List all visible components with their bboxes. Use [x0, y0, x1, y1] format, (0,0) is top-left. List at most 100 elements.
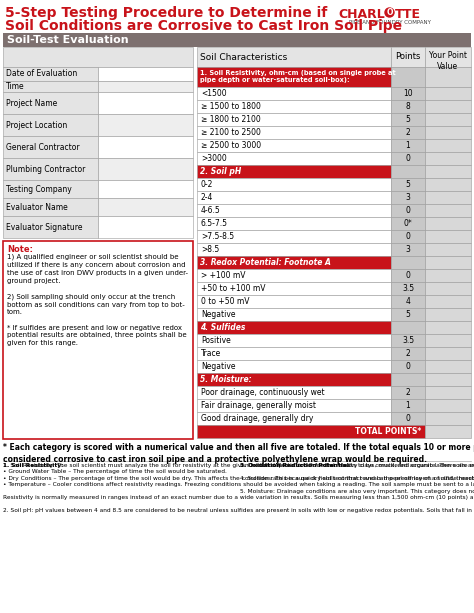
Text: 0*: 0* — [404, 219, 412, 228]
Bar — [197, 373, 391, 386]
Bar — [425, 204, 471, 217]
Text: 2: 2 — [406, 128, 410, 137]
Bar — [425, 321, 471, 334]
Bar — [3, 180, 98, 198]
Bar — [98, 216, 193, 238]
Bar — [425, 178, 471, 191]
Text: Positive: Positive — [201, 336, 231, 345]
Bar — [391, 87, 425, 100]
Bar — [391, 152, 425, 165]
Bar — [425, 191, 471, 204]
Bar — [197, 204, 391, 217]
Bar — [425, 165, 471, 178]
Bar — [197, 126, 391, 139]
Bar — [98, 136, 193, 158]
Text: >3000: >3000 — [201, 154, 227, 163]
Bar — [425, 269, 471, 282]
Bar — [197, 152, 391, 165]
Bar — [391, 347, 425, 360]
Bar — [425, 347, 471, 360]
Text: ≥ 2500 to 3000: ≥ 2500 to 3000 — [201, 141, 261, 150]
Bar — [425, 100, 471, 113]
Text: Project Location: Project Location — [6, 121, 67, 129]
Bar — [197, 191, 391, 204]
Bar — [391, 295, 425, 308]
Circle shape — [385, 8, 394, 17]
Bar — [197, 47, 391, 67]
Bar — [425, 360, 471, 373]
Bar — [391, 217, 425, 230]
Bar — [391, 373, 425, 386]
Text: 3. Redox Potential: Footnote A: 3. Redox Potential: Footnote A — [200, 258, 331, 267]
Text: >8.5: >8.5 — [201, 245, 219, 254]
Text: pipe depth or water-saturated soil-box):: pipe depth or water-saturated soil-box): — [200, 77, 350, 83]
Bar — [3, 198, 98, 216]
Bar — [425, 217, 471, 230]
Bar — [425, 152, 471, 165]
Text: 5-Step Testing Procedure to Determine if: 5-Step Testing Procedure to Determine if — [5, 6, 327, 20]
Bar — [391, 308, 425, 321]
Text: ≥ 1800 to 2100: ≥ 1800 to 2100 — [201, 115, 261, 124]
Bar — [3, 216, 98, 238]
Bar — [391, 399, 425, 412]
Bar — [98, 92, 193, 114]
Bar — [391, 178, 425, 191]
Text: Good drainage, generally dry: Good drainage, generally dry — [201, 414, 313, 423]
Text: Note:: Note: — [7, 245, 33, 254]
Bar — [391, 139, 425, 152]
Text: 8: 8 — [406, 102, 410, 111]
Text: 2: 2 — [406, 349, 410, 358]
Bar — [3, 92, 98, 114]
Bar — [425, 334, 471, 347]
Bar — [425, 399, 471, 412]
Text: 5: 5 — [406, 115, 410, 124]
Bar — [197, 243, 391, 256]
Bar — [391, 165, 425, 178]
Text: 2-4: 2-4 — [201, 193, 213, 202]
Text: 4: 4 — [406, 297, 410, 306]
Bar — [391, 126, 425, 139]
Text: Points: Points — [395, 52, 421, 61]
Bar — [197, 321, 391, 334]
Bar — [3, 81, 98, 92]
Text: * Each category is scored with a numerical value and then all five are totaled. : * Each category is scored with a numeric… — [3, 443, 474, 464]
Bar — [3, 47, 193, 67]
Text: Time: Time — [6, 82, 25, 91]
Bar — [197, 334, 391, 347]
Bar — [391, 67, 425, 87]
Text: > +100 mV: > +100 mV — [201, 271, 246, 280]
Text: CHARL: CHARL — [338, 8, 385, 21]
Bar — [391, 243, 425, 256]
Text: Evaluator Name: Evaluator Name — [6, 202, 68, 211]
Bar — [98, 158, 193, 180]
Text: 0: 0 — [406, 414, 410, 423]
Text: 1: 1 — [406, 401, 410, 410]
Text: TOTAL POINTS*: TOTAL POINTS* — [355, 427, 421, 436]
Bar — [391, 269, 425, 282]
Bar — [391, 191, 425, 204]
Bar — [197, 269, 391, 282]
Bar — [197, 308, 391, 321]
Bar — [197, 282, 391, 295]
Text: 0 to +50 mV: 0 to +50 mV — [201, 297, 249, 306]
Bar — [98, 198, 193, 216]
Text: >7.5-8.5: >7.5-8.5 — [201, 232, 234, 241]
Text: Project Name: Project Name — [6, 99, 57, 107]
Text: PIPE AND FOUNDRY COMPANY: PIPE AND FOUNDRY COMPANY — [348, 20, 430, 25]
Text: 0-2: 0-2 — [201, 180, 213, 189]
Bar — [425, 243, 471, 256]
Text: Plumbing Contractor: Plumbing Contractor — [6, 164, 85, 173]
Text: 3. Oxidation Reduction Potential: Heavy clays, muck, and organic laden soils are: 3. Oxidation Reduction Potential: Heavy … — [240, 463, 474, 493]
Text: Negative: Negative — [201, 310, 236, 319]
Text: Poor drainage, continuously wet: Poor drainage, continuously wet — [201, 388, 325, 397]
Bar — [197, 256, 391, 269]
Text: 0: 0 — [406, 362, 410, 371]
Bar — [425, 425, 471, 438]
Bar — [425, 67, 471, 87]
Bar — [197, 165, 391, 178]
Bar — [425, 282, 471, 295]
Text: 3: 3 — [406, 245, 410, 254]
Text: 0: 0 — [406, 232, 410, 241]
Text: Testing Company: Testing Company — [6, 185, 72, 194]
Text: Your Point
Value: Your Point Value — [429, 51, 467, 71]
